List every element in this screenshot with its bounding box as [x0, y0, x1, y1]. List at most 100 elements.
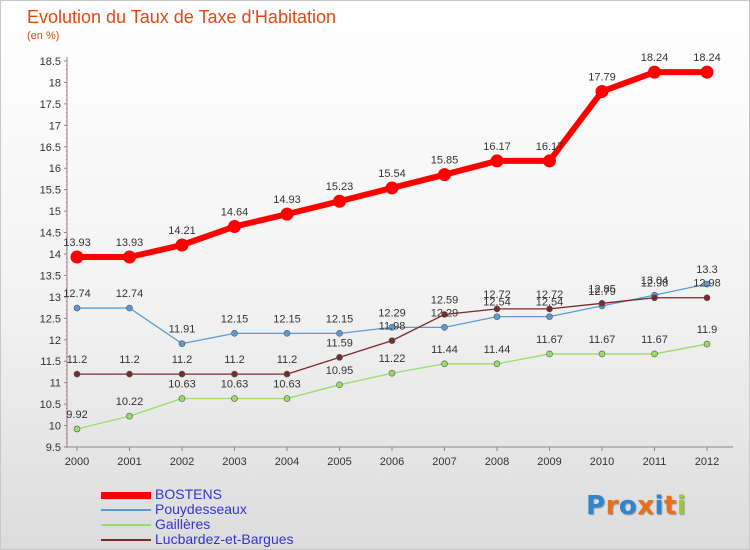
y-tick-label: 13 — [49, 292, 61, 304]
x-tick-label: 2010 — [590, 456, 614, 468]
data-label-2: 10.22 — [116, 396, 144, 408]
series-point-0 — [123, 250, 136, 264]
series-point-3 — [126, 370, 133, 378]
series-point-2 — [493, 360, 501, 368]
data-label-1: 11.91 — [169, 324, 196, 336]
data-label-0: 17.79 — [588, 71, 616, 83]
data-label-2: 10.63 — [273, 379, 301, 391]
y-tick-label: 16 — [49, 163, 61, 175]
data-label-1: 12.15 — [326, 313, 354, 325]
data-label-1: 12.54 — [536, 297, 564, 309]
data-label-1: 12.15 — [221, 313, 249, 325]
series-point-0 — [648, 65, 661, 79]
data-label-2: 10.63 — [168, 379, 196, 391]
data-label-2: 11.44 — [484, 344, 511, 356]
legend-swatch — [101, 524, 151, 526]
series-point-2 — [283, 395, 291, 402]
series-point-0 — [543, 154, 556, 168]
series-point-3 — [651, 294, 658, 302]
data-label-2: 11.9 — [697, 324, 718, 336]
y-tick-label: 12.5 — [40, 313, 61, 325]
data-label-3: 11.2 — [67, 354, 88, 366]
series-point-2 — [651, 350, 658, 358]
logo-letter: r — [605, 491, 619, 521]
series-point-3 — [598, 300, 606, 307]
x-tick-label: 2008 — [485, 456, 509, 468]
y-tick-label: 12 — [49, 335, 61, 347]
y-tick-label: 11.5 — [40, 356, 61, 368]
series-point-0 — [175, 238, 189, 252]
data-label-0: 18.24 — [641, 52, 669, 64]
series-point-1 — [546, 313, 553, 320]
x-tick-label: 2003 — [222, 456, 246, 468]
series-point-0 — [280, 207, 294, 221]
data-label-2: 10.95 — [326, 365, 354, 377]
legend-swatch — [101, 491, 151, 499]
data-label-0: 14.21 — [168, 225, 196, 237]
data-label-0: 18.24 — [693, 52, 721, 64]
series-point-2 — [546, 350, 553, 358]
series-point-1 — [388, 324, 396, 331]
data-label-3: 11.59 — [326, 337, 353, 349]
series-point-0 — [385, 181, 399, 195]
legend-label: Lucbardez-et-Bargues — [155, 531, 294, 547]
data-label-3: 11.2 — [119, 354, 140, 366]
legend-label: Gaillères — [155, 516, 211, 532]
y-tick-label: 14 — [49, 249, 61, 261]
data-label-1: 12.74 — [63, 288, 91, 300]
series-point-1 — [178, 340, 186, 347]
data-label-3: 11.98 — [379, 321, 406, 333]
series-point-3 — [546, 305, 553, 313]
legend-label: BOSTENS — [155, 486, 222, 502]
series-point-2 — [336, 381, 343, 389]
legend-swatch — [101, 539, 151, 541]
data-label-3: 11.2 — [224, 354, 245, 366]
series-point-3 — [336, 354, 343, 361]
series-point-2 — [126, 412, 133, 420]
y-tick-label: 9.5 — [46, 442, 61, 454]
x-tick-label: 2002 — [170, 456, 194, 468]
chart-title: Evolution du Taux de Taxe d'Habitation — [27, 7, 336, 27]
x-tick-label: 2011 — [643, 456, 667, 468]
series-point-0 — [70, 250, 84, 264]
series-point-3 — [283, 370, 291, 378]
data-label-3: 11.2 — [172, 354, 193, 366]
y-tick-label: 15.5 — [40, 185, 61, 197]
x-tick-label: 2000 — [65, 456, 89, 468]
series-point-3 — [73, 370, 81, 378]
series-point-0 — [700, 65, 714, 79]
series-point-3 — [388, 337, 396, 344]
series-point-0 — [438, 168, 451, 182]
data-label-1: 12.74 — [116, 288, 144, 300]
data-label-3: 12.98 — [641, 278, 669, 290]
data-label-3: 12.85 — [588, 283, 616, 295]
logo-letter: i — [676, 491, 687, 521]
series-point-1 — [126, 304, 133, 312]
y-tick-label: 11 — [50, 378, 61, 390]
data-label-0: 16.17 — [483, 141, 511, 153]
series-point-0 — [333, 194, 346, 208]
y-tick-label: 16.5 — [40, 142, 61, 154]
data-label-0: 16.17 — [536, 141, 564, 153]
data-label-1: 12.15 — [273, 313, 301, 325]
series-point-2 — [73, 425, 81, 433]
data-label-1: 12.54 — [483, 297, 511, 309]
series-point-2 — [231, 395, 238, 402]
data-label-2: 11.22 — [379, 353, 406, 365]
data-label-0: 15.54 — [378, 168, 406, 180]
series-point-2 — [703, 340, 711, 348]
series-point-1 — [336, 330, 343, 337]
data-label-3: 12.59 — [431, 294, 459, 306]
series-point-3 — [493, 305, 501, 313]
y-tick-label: 18 — [49, 77, 61, 89]
data-label-3: 11.2 — [277, 354, 298, 366]
logo-letter: t — [663, 491, 677, 521]
data-label-2: 9.92 — [66, 409, 87, 421]
proxiti-logo: Proxiti — [586, 491, 686, 521]
logo-letter: x — [637, 491, 655, 521]
data-label-1: 13.3 — [696, 264, 717, 276]
data-label-3: 12.72 — [483, 289, 511, 301]
data-label-0: 15.23 — [326, 181, 354, 193]
